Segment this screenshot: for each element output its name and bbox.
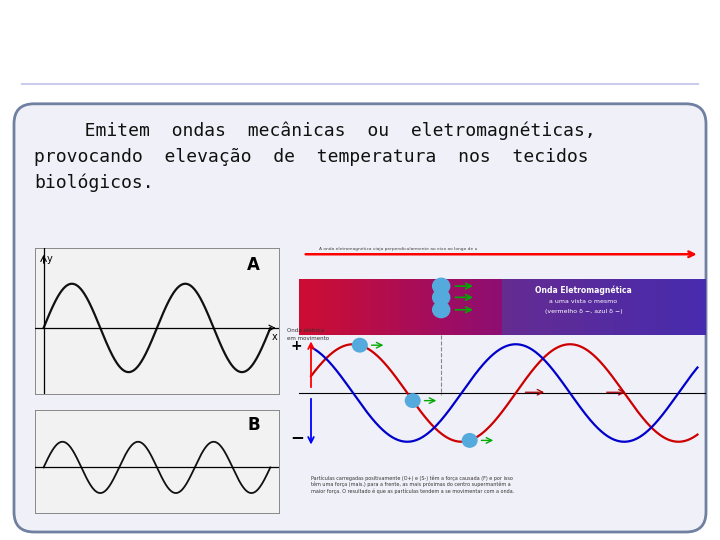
Bar: [614, 279, 624, 335]
Bar: [492, 279, 503, 335]
Bar: [513, 279, 523, 335]
FancyBboxPatch shape: [14, 104, 706, 532]
Bar: [573, 279, 584, 335]
Text: A: A: [247, 255, 260, 274]
Bar: [360, 279, 370, 335]
Text: Fontes Conversivas: Fontes Conversivas: [162, 29, 558, 63]
Bar: [390, 279, 400, 335]
Text: y: y: [47, 254, 53, 264]
Bar: [380, 279, 390, 335]
Bar: [431, 279, 441, 335]
Text: em movimento: em movimento: [287, 336, 329, 341]
Bar: [604, 279, 614, 335]
Bar: [584, 279, 594, 335]
Circle shape: [433, 289, 450, 305]
Bar: [523, 279, 533, 335]
Text: Onda elétrica: Onda elétrica: [287, 328, 324, 333]
Bar: [451, 279, 462, 335]
Bar: [400, 279, 410, 335]
Bar: [482, 279, 492, 335]
Text: (vermelho δ −, azul δ −): (vermelho δ −, azul δ −): [545, 309, 622, 314]
Bar: [503, 279, 706, 335]
Circle shape: [433, 278, 450, 294]
Circle shape: [405, 394, 420, 407]
Text: x: x: [272, 332, 278, 342]
Bar: [441, 279, 451, 335]
Circle shape: [433, 302, 450, 318]
Bar: [634, 279, 644, 335]
Bar: [329, 279, 340, 335]
Bar: [624, 279, 634, 335]
Text: +: +: [291, 339, 302, 353]
Text: −: −: [290, 428, 304, 445]
Bar: [410, 279, 420, 335]
Bar: [665, 279, 675, 335]
Text: Onda Eletromagnética: Onda Eletromagnética: [535, 285, 632, 295]
Bar: [675, 279, 685, 335]
Text: a uma vista o mesmo: a uma vista o mesmo: [549, 299, 618, 303]
Bar: [420, 279, 431, 335]
Bar: [553, 279, 563, 335]
Bar: [594, 279, 604, 335]
Circle shape: [353, 339, 367, 352]
Bar: [309, 279, 319, 335]
Bar: [696, 279, 706, 335]
Bar: [563, 279, 573, 335]
Text: Partículas carregadas positivamente (O+) e (S-) têm a força causada (F) e por is: Partículas carregadas positivamente (O+)…: [311, 476, 514, 494]
Bar: [462, 279, 472, 335]
Bar: [543, 279, 553, 335]
Bar: [685, 279, 696, 335]
Bar: [350, 279, 360, 335]
Text: biológicos.: biológicos.: [34, 174, 153, 192]
Bar: [644, 279, 654, 335]
Bar: [299, 279, 309, 335]
Bar: [503, 279, 513, 335]
Bar: [654, 279, 665, 335]
Bar: [472, 279, 482, 335]
Bar: [533, 279, 543, 335]
Text: provocando  elevação  de  temperatura  nos  tecidos: provocando elevação de temperatura nos t…: [34, 148, 589, 166]
Circle shape: [462, 434, 477, 447]
Bar: [340, 279, 350, 335]
Text: A onda eletromagnética viaja perpendicularmente ao eixo ao longo de u: A onda eletromagnética viaja perpendicul…: [319, 247, 477, 251]
Bar: [319, 279, 329, 335]
Text: B: B: [247, 416, 260, 434]
Text: Emitem  ondas  mecânicas  ou  eletromagnéticas,: Emitem ondas mecânicas ou eletromagnétic…: [52, 122, 595, 140]
Bar: [370, 279, 380, 335]
